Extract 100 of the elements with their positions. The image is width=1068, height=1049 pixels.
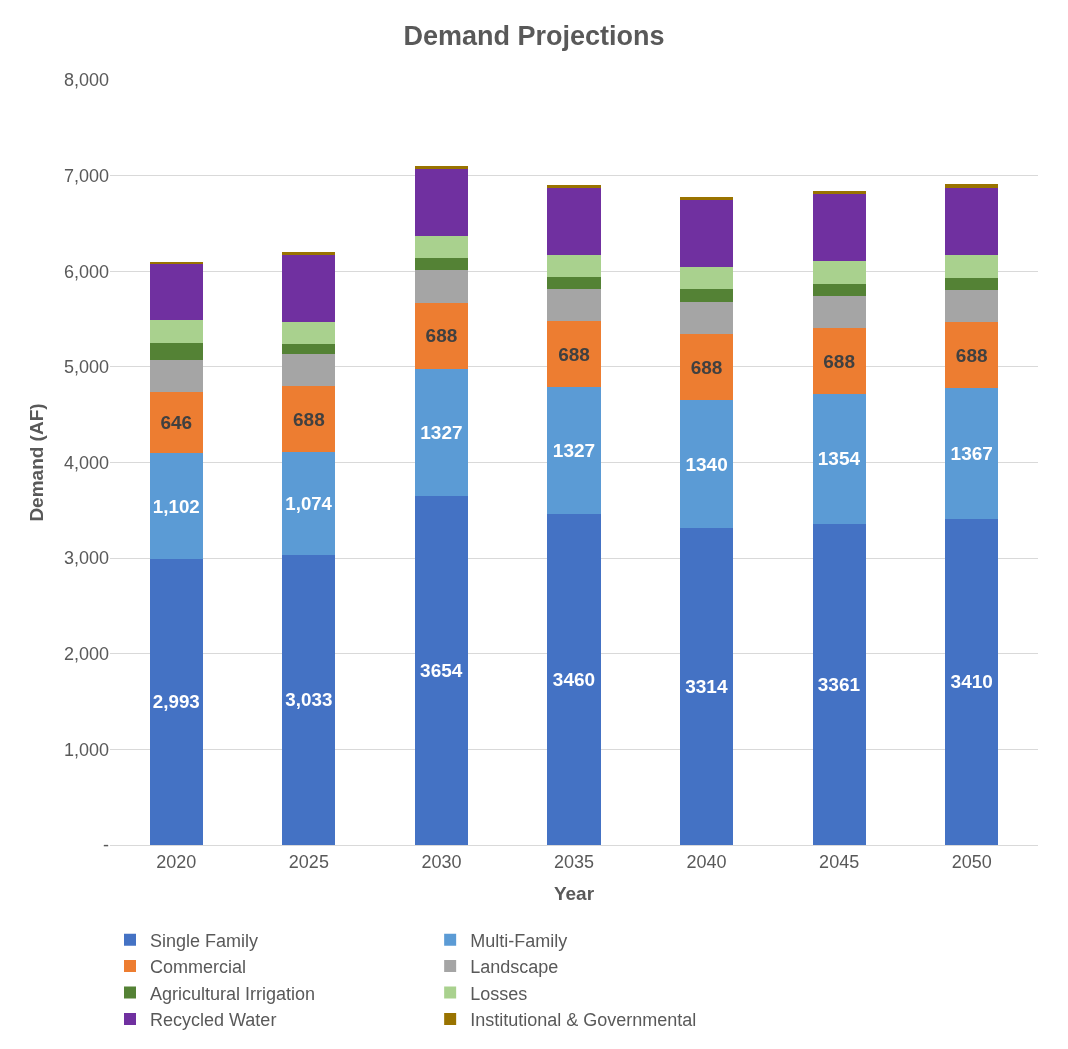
bar (282, 321, 336, 345)
y-axis-title: Demand (AF) (25, 403, 47, 522)
data-label: 688 (690, 356, 723, 378)
bar (680, 200, 734, 267)
legend-label: Agricultural Irrigation (150, 983, 316, 1004)
bar (945, 388, 999, 519)
bar (149, 558, 203, 845)
bar (282, 251, 336, 255)
bar (149, 342, 203, 361)
bar (547, 288, 601, 322)
bar (680, 399, 734, 529)
bar (812, 295, 866, 329)
data-label: 1327 (552, 440, 596, 462)
data-label: 3410 (950, 671, 993, 693)
bar (547, 514, 601, 845)
x-tick-label: 2050 (951, 851, 992, 872)
data-label: 1,102 (152, 495, 200, 517)
bar (812, 394, 866, 524)
bar (547, 321, 601, 388)
y-tick-label: - (103, 835, 109, 856)
x-tick-label: 2045 (819, 851, 860, 872)
bar (812, 523, 866, 845)
y-tick-label: 4,000 (63, 452, 109, 473)
data-label: 688 (293, 408, 325, 430)
legend-label: Single Family (150, 930, 259, 951)
bar (547, 184, 601, 188)
bar (414, 270, 468, 303)
data-label: 3,033 (285, 689, 333, 711)
legend-label: Losses (470, 983, 528, 1004)
data-label: 3460 (552, 669, 596, 691)
data-label: 3361 (817, 673, 861, 695)
bar (414, 257, 468, 271)
bar (547, 187, 601, 255)
y-tick-label: 5,000 (63, 357, 109, 378)
bar (945, 322, 999, 389)
bar (282, 386, 336, 453)
data-label: 688 (955, 344, 988, 366)
data-label: 1354 (817, 448, 861, 470)
legend-label: Recycled Water (150, 1009, 277, 1030)
bar (149, 319, 203, 343)
x-tick-label: 2040 (686, 851, 727, 872)
bar (680, 334, 734, 400)
x-tick-label: 2025 (288, 851, 329, 872)
y-tick-label: 1,000 (63, 739, 109, 760)
data-label: 1,074 (285, 492, 333, 514)
data-label: 3314 (685, 676, 728, 698)
bar (149, 391, 203, 454)
chart-title: Demand Projections (403, 21, 665, 52)
bar (945, 518, 999, 845)
y-tick-label: 8,000 (63, 70, 109, 91)
bar (149, 453, 203, 559)
data-label: 3654 (420, 659, 463, 681)
data-label: 2,993 (152, 691, 200, 713)
x-tick-label: 2020 (156, 851, 197, 872)
bar (812, 283, 866, 296)
legend-label: Institutional & Governmental (470, 1009, 697, 1030)
bar (812, 260, 866, 284)
bar (945, 184, 999, 188)
bar (945, 254, 999, 278)
data-label: 688 (425, 325, 458, 347)
bar (812, 328, 866, 395)
bar (282, 452, 336, 555)
data-label: 688 (823, 350, 855, 372)
bar (547, 387, 601, 515)
bar (680, 289, 734, 302)
legend-label: Multi-Family (470, 930, 568, 951)
bar (414, 495, 468, 845)
bar (414, 235, 468, 258)
bar (282, 254, 336, 322)
x-tick-label: 2035 (553, 851, 595, 872)
bar (149, 360, 203, 392)
bar (812, 191, 866, 195)
y-tick-label: 7,000 (63, 165, 109, 186)
y-tick-label: 3,000 (63, 548, 109, 569)
bar (680, 266, 734, 290)
data-label: 688 (558, 343, 590, 365)
bar (680, 528, 734, 845)
data-label: 646 (160, 412, 193, 434)
bar (547, 277, 601, 289)
bar (414, 368, 468, 496)
data-label: 1367 (950, 443, 993, 465)
x-axis-title: Year (553, 882, 595, 904)
legend-label: Commercial (150, 957, 247, 978)
y-tick-label: 6,000 (63, 261, 109, 282)
bar (812, 194, 866, 261)
bar (945, 277, 999, 290)
x-tick-label: 2030 (421, 851, 462, 872)
bar (282, 354, 336, 387)
data-label: 1340 (685, 453, 728, 475)
bar (282, 554, 336, 845)
bar (547, 254, 601, 278)
y-tick-label: 2,000 (63, 644, 109, 665)
legend-label: Landscape (470, 957, 559, 978)
bar (282, 344, 336, 355)
data-label: 1327 (420, 421, 463, 443)
bar (680, 301, 734, 335)
bar (414, 169, 468, 236)
bar (414, 166, 468, 170)
bar (414, 302, 468, 369)
bar (945, 187, 999, 255)
